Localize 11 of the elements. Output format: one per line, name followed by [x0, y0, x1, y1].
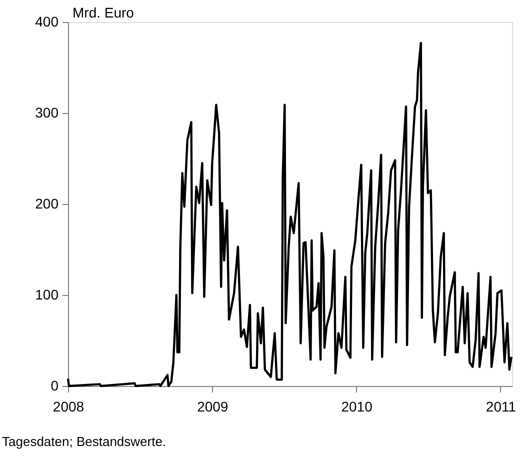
x-tick-label: 2009	[197, 398, 228, 414]
y-tick-label: 100	[35, 286, 59, 302]
y-axis-title: Mrd. Euro	[72, 4, 134, 20]
y-tick-label: 0	[50, 378, 59, 394]
x-tick-label: 2010	[341, 398, 373, 414]
text: Tagesdaten; Bestandswerte.	[2, 434, 166, 449]
x-tick-label: 2008	[52, 398, 84, 414]
x-tick-label: 2011	[486, 398, 516, 414]
y-tick-label: 200	[35, 196, 59, 212]
y-tick-label: 400	[35, 14, 59, 30]
y-tick-label: 300	[35, 104, 59, 120]
